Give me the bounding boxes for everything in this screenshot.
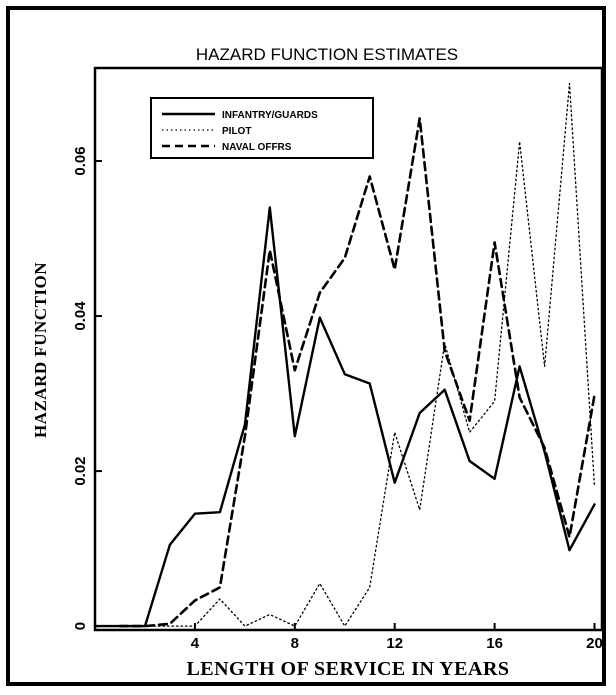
legend: INFANTRY/GUARDS PILOT NAVAL OFFRS: [150, 97, 374, 159]
legend-label: INFANTRY/GUARDS: [222, 110, 318, 121]
series-layer: [93, 82, 596, 628]
x-axis-ticks: 4 8 12 16 20: [191, 623, 603, 652]
y-tick-label: 0.06: [72, 146, 89, 175]
y-tick-label: 0: [72, 622, 89, 630]
hazard-chart: HAZARD FUNCTION ESTIMATES 4 8 12 16 20 0 0.02…: [31, 45, 604, 680]
x-tick-label: 12: [386, 635, 403, 652]
x-tick-label: 8: [291, 635, 299, 652]
series-line-infantry-guards: [93, 206, 596, 628]
legend-label: NAVAL OFFRS: [222, 142, 292, 153]
series-line-pilot: [144, 82, 596, 627]
y-axis-ticks: 0 0.02 0.04 0.06: [72, 146, 102, 630]
y-tick-label: 0.04: [72, 301, 89, 331]
x-tick-label: 20: [586, 635, 603, 652]
x-tick-label: 4: [191, 635, 200, 652]
plot-area: [93, 66, 604, 632]
x-tick-label: 16: [486, 635, 503, 652]
y-axis-label: HAZARD FUNCTION: [31, 262, 50, 438]
legend-label: PILOT: [222, 126, 251, 137]
x-axis-label: LENGTH OF SERVICE IN YEARS: [186, 658, 509, 680]
chart-title: HAZARD FUNCTION ESTIMATES: [196, 45, 458, 64]
series-line-naval-offrs: [118, 117, 596, 628]
legend-box: [150, 97, 374, 159]
y-tick-label: 0.02: [72, 456, 89, 485]
chart-frame: HAZARD FUNCTION ESTIMATES 4 8 12 16 20 0 0.02…: [6, 6, 606, 686]
